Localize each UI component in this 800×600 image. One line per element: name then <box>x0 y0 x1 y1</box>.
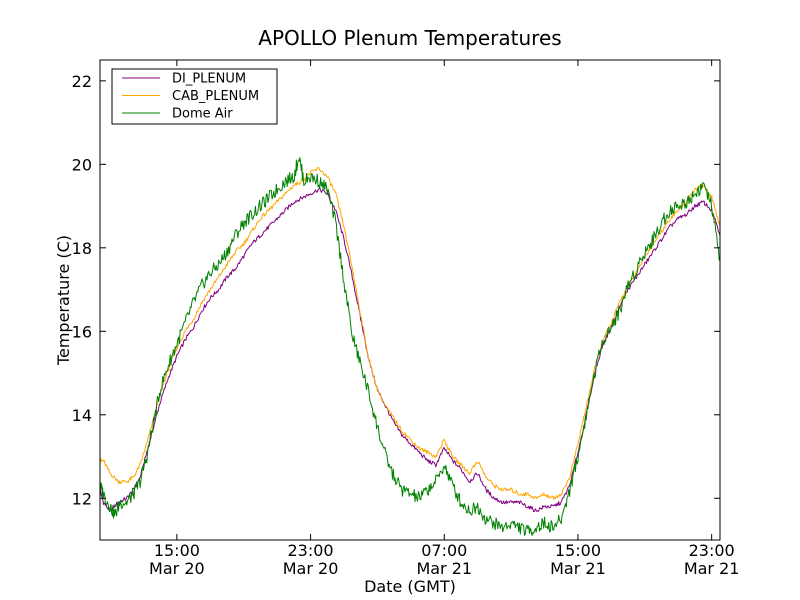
legend-label: DI_PLENUM <box>172 72 246 87</box>
x-tick-label-date: Mar 20 <box>283 559 339 578</box>
y-tick-label: 12 <box>72 489 92 508</box>
legend-frame <box>111 68 278 125</box>
legend-label: Dome Air <box>172 107 233 122</box>
series-line-dome-air <box>100 157 720 537</box>
series-line-cab-plenum <box>100 167 720 501</box>
legend: DI_PLENUM CAB_PLENUM Dome Air <box>111 68 278 125</box>
plot-frame <box>99 59 721 541</box>
x-tick-label-time: 15:00 <box>154 541 200 560</box>
y-axis-label: Temperature (C) <box>54 235 73 366</box>
x-tick-label-time: 15:00 <box>555 541 601 560</box>
x-axis-label: Date (GMT) <box>364 577 456 596</box>
y-tick-label: 14 <box>72 406 92 425</box>
x-tick-label-date: Mar 21 <box>550 559 606 578</box>
x-tick-label-date: Mar 20 <box>149 559 205 578</box>
y-tick-label: 20 <box>72 155 92 174</box>
series-layer <box>100 157 720 537</box>
x-tick-label-time: 23:00 <box>288 541 334 560</box>
legend-items: DI_PLENUM CAB_PLENUM Dome Air <box>122 72 259 122</box>
chart-title: APOLLO Plenum Temperatures <box>258 26 561 50</box>
y-tick-label: 22 <box>72 72 92 91</box>
x-tick-label-date: Mar 21 <box>416 559 472 578</box>
x-tick-label-date: Mar 21 <box>684 559 740 578</box>
x-tick-label-time: 23:00 <box>689 541 735 560</box>
y-tick-label: 16 <box>72 322 92 341</box>
legend-label: CAB_PLENUM <box>172 89 259 104</box>
x-tick-label-time: 07:00 <box>421 541 467 560</box>
y-tick-label: 18 <box>72 239 92 258</box>
series-line-di-plenum <box>100 187 720 513</box>
